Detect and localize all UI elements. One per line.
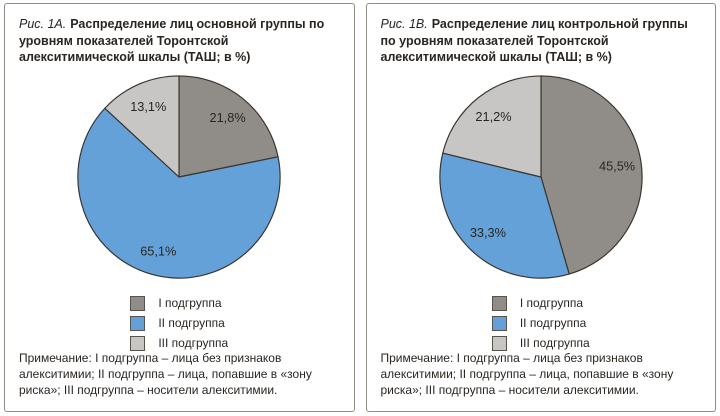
legend: I подгруппа II подгруппа III подгруппа (491, 295, 590, 351)
pie-value-label: 13,1% (130, 99, 166, 114)
figure-title: Рис. 1А. Распределение лиц основной групп… (19, 16, 340, 66)
figure-panel-1b: Рис. 1В. Распределение лиц контрольной гр… (365, 3, 716, 412)
figure-title-text: Распределение лиц основной группы по уро… (19, 17, 325, 65)
pie-slice-3 (104, 75, 180, 178)
figure-note: Примечание: I подгруппа – лица без призн… (19, 351, 312, 398)
legend-item: I подгруппа (130, 295, 228, 311)
legend-swatch-icon (491, 295, 507, 311)
figure-label: Рис. 1В. (380, 17, 428, 31)
legend-label: II подгруппа (519, 316, 587, 331)
legend-label: II подгруппа (158, 316, 225, 331)
pie-slice-1 (178, 75, 279, 178)
pie-chart-area: 21,8% 65,1% 13,1% (19, 71, 340, 283)
legend-item: III подгруппа (491, 335, 590, 351)
legend-swatch-icon (130, 295, 146, 311)
legend-swatch-icon (130, 315, 146, 331)
figure-title: Рис. 1В. Распределение лиц контрольной гр… (381, 16, 702, 66)
pie-slice-2 (77, 107, 281, 279)
legend-swatch-icon (491, 315, 507, 331)
figure-panel-1a: Рис. 1А. Распределение лиц основной групп… (4, 3, 355, 412)
figure-title-text: Распределение лиц контрольной группы по … (380, 17, 688, 65)
legend-label: III подгруппа (158, 336, 229, 351)
pie-slice-3 (441, 75, 542, 178)
pie-value-label: 21,2% (475, 109, 511, 124)
pie-value-label: 45,5% (599, 158, 635, 173)
legend-item: I подгруппа (491, 295, 590, 311)
figure-note: Примечание: I подгруппа – лица без призн… (380, 351, 674, 398)
legend-label: III подгруппа (519, 336, 590, 351)
pie-slice-2 (439, 152, 570, 279)
legend-item: II подгруппа (130, 315, 228, 331)
legend-swatch-icon (130, 335, 146, 351)
pie-value-label: 33,3% (470, 225, 506, 240)
figure-label: Рис. 1А. (19, 17, 67, 31)
legend-item: III подгруппа (130, 335, 229, 351)
legend-item: II подгруппа (491, 315, 590, 331)
pie-chart-area: 45,5% 33,3% 21,2% (381, 71, 702, 283)
legend: I подгруппа II подгруппа III подгруппа (130, 295, 229, 351)
legend-label: I подгруппа (519, 296, 583, 311)
legend-swatch-icon (491, 335, 507, 351)
pie-slice-1 (540, 75, 643, 275)
pie-value-label: 65,1% (140, 243, 176, 258)
pie-chart-main-group: 21,8% 65,1% 13,1% (77, 75, 281, 279)
pie-chart-control-group: 45,5% 33,3% 21,2% (439, 75, 643, 279)
pie-value-label: 21,8% (210, 110, 246, 125)
legend-label: I подгруппа (158, 296, 222, 311)
